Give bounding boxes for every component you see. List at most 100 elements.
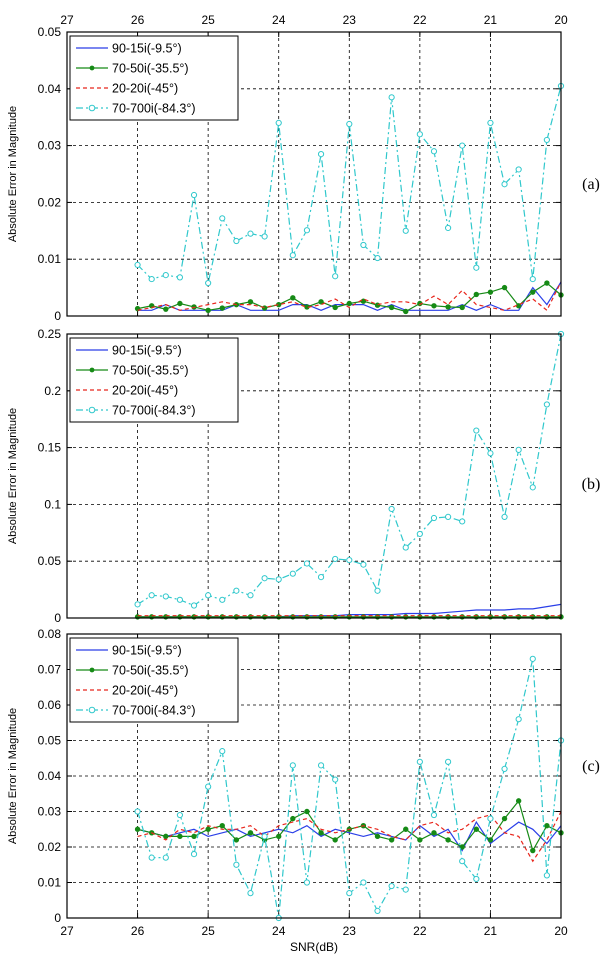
data-point [332, 304, 338, 311]
legend-label: 70-50i(-35.5°) [112, 364, 189, 378]
data-point [134, 808, 141, 815]
data-point [190, 602, 198, 609]
legend-label: 70-700i(-84.3°) [112, 102, 196, 116]
data-point [487, 119, 494, 126]
legend-label: 20-20i(-45°) [112, 684, 178, 698]
data-point [134, 601, 141, 608]
legend-label: 70-700i(-84.3°) [112, 404, 196, 418]
data-point [444, 513, 452, 520]
data-point [388, 94, 395, 101]
x-tick-label-top: 22 [413, 13, 427, 27]
y-tick-label: 0.03 [38, 139, 62, 153]
data-point [374, 833, 381, 840]
x-tick-label-top: 23 [343, 13, 357, 27]
y-tick-label: 0 [54, 309, 61, 323]
data-point [303, 879, 311, 886]
data-point [176, 596, 184, 603]
data-point [148, 592, 155, 599]
legend-label: 90-15i(-9.5°) [112, 644, 182, 658]
x-tick-label-bottom: 21 [484, 924, 498, 938]
data-point [403, 826, 409, 832]
y-tick-label: 0.2 [44, 384, 61, 398]
data-point [445, 304, 451, 310]
data-point [318, 299, 324, 305]
y-tick-label: 0.03 [38, 805, 62, 819]
legend-box [69, 35, 239, 121]
data-point [289, 252, 296, 259]
data-point [290, 295, 296, 301]
data-point [459, 142, 466, 149]
data-point [233, 587, 240, 594]
data-point [388, 304, 395, 311]
y-tick-label: 0.04 [38, 769, 62, 783]
x-tick-label-bottom: 25 [201, 924, 215, 938]
panel-label: (a) [582, 176, 600, 193]
data-point [162, 272, 169, 279]
data-point [332, 273, 339, 280]
x-tick-label-bottom: 23 [343, 924, 357, 938]
data-point [191, 833, 197, 840]
data-point [346, 890, 353, 897]
x-tick-label-top: 20 [554, 13, 568, 27]
data-point [473, 826, 480, 832]
chart-panel-3: 0 0.01 0.02 0.03 0.04 0.05 0.06 0.07 0.08 27 26 25 2… [7, 627, 600, 954]
y-tick-label: 0.06 [38, 698, 62, 712]
legend-marker [88, 406, 96, 414]
series-s4 [134, 82, 565, 287]
data-point [529, 275, 536, 283]
y-tick-label: 0.05 [38, 25, 62, 39]
data-point [543, 401, 550, 408]
data-point [219, 305, 225, 311]
y-tick-label: 0.01 [38, 876, 62, 890]
series-s4 [134, 330, 565, 609]
data-point [487, 837, 494, 843]
data-point [233, 237, 240, 245]
data-point [219, 748, 226, 755]
axes-frame [66, 31, 562, 317]
data-point [261, 833, 268, 840]
data-point [289, 762, 296, 769]
data-point [543, 872, 550, 879]
y-tick-label: 0.02 [38, 840, 62, 854]
data-point [416, 758, 423, 765]
series-s3 [137, 811, 562, 863]
data-point [403, 308, 409, 315]
data-point [219, 215, 226, 222]
data-point [346, 556, 353, 564]
data-point [431, 830, 437, 836]
data-point [416, 131, 423, 138]
data-point [459, 518, 466, 525]
y-tick-label: 0.15 [38, 441, 62, 455]
x-axis-label: SNR(dB) [290, 940, 338, 954]
data-point [431, 303, 437, 309]
data-point [205, 279, 212, 287]
x-tick-label-top: 25 [201, 13, 215, 27]
data-point [247, 830, 254, 836]
data-point [303, 227, 311, 234]
data-point [374, 254, 381, 262]
data-point [487, 289, 494, 295]
data-point [515, 446, 522, 453]
data-point [543, 136, 550, 144]
legend-label: 70-50i(-35.5°) [112, 62, 189, 76]
data-point [388, 837, 395, 843]
series-s1 [137, 820, 562, 852]
series-line [137, 820, 562, 852]
data-point [275, 576, 282, 583]
data-point [501, 284, 508, 291]
series-line [137, 811, 562, 863]
data-point [544, 280, 550, 286]
data-point [416, 530, 423, 538]
y-tick-label: 0.01 [38, 252, 62, 266]
chart-panel-2: 0 0.05 0.1 0.15 0.2 0.25 90-15i(-9.5°) 70-50i(-… [7, 327, 600, 625]
x-tick-label-top: 21 [484, 13, 498, 27]
x-tick-label-top: 24 [272, 13, 286, 27]
data-point [162, 854, 169, 861]
legend-marker [89, 667, 95, 673]
data-point [247, 230, 254, 237]
data-point [515, 166, 522, 173]
data-point [388, 505, 395, 513]
y-tick-label: 0.07 [38, 663, 62, 677]
legend-marker [89, 65, 95, 71]
data-point [190, 851, 198, 858]
